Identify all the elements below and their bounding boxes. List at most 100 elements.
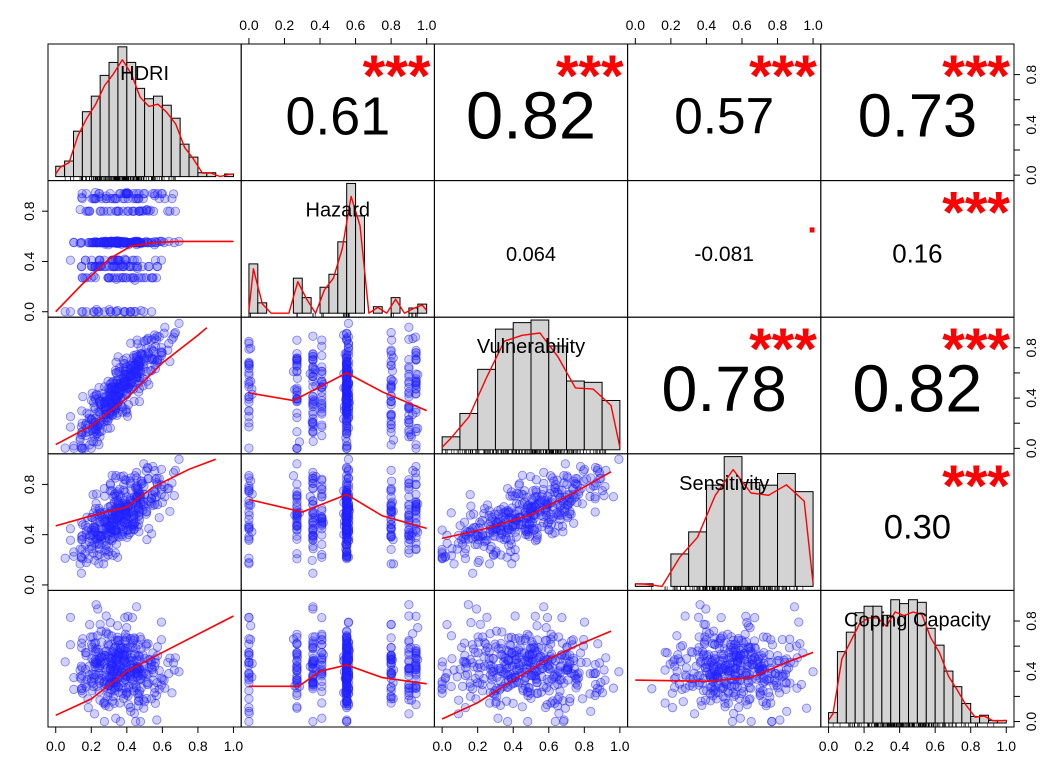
scatter-point [86, 632, 96, 642]
scatter-point [65, 612, 76, 622]
scatter-point [244, 344, 254, 354]
scatter-point [292, 650, 302, 660]
scatter-point [99, 206, 109, 216]
scatter-point [471, 604, 482, 614]
scatter-point [85, 620, 95, 630]
scatter-point [449, 559, 459, 569]
scatter-point [133, 696, 144, 706]
histogram-bar [152, 95, 163, 178]
panel-border [820, 589, 1015, 728]
scatter-point [501, 696, 512, 706]
histogram-bar [881, 614, 892, 724]
scatter-point [156, 673, 166, 683]
scatter-point [693, 612, 704, 622]
scatter-point [404, 655, 414, 665]
scatter-point [386, 328, 396, 338]
axis-tick-label: 0.0 [1023, 712, 1039, 732]
scatter-point [386, 420, 396, 430]
scatter-point [510, 611, 520, 621]
scatter-point [91, 389, 102, 399]
scatter-point [386, 486, 396, 496]
scatter-point [546, 471, 556, 481]
scatter-point [87, 436, 97, 446]
scatter-point [244, 363, 254, 373]
scatter-point [808, 667, 818, 677]
scatter-point [317, 351, 327, 361]
scatter-point [111, 471, 121, 481]
scatter-point [83, 702, 93, 713]
scatter-point [149, 330, 160, 340]
axis-tick-label: 0.6 [732, 17, 752, 33]
scatter-point [550, 680, 560, 690]
scatter-point [65, 535, 76, 545]
scatter-point [150, 698, 161, 708]
scatter-point [386, 633, 396, 643]
significance-stars: *** [749, 317, 817, 382]
scatter-point [404, 709, 414, 719]
scatter-point [246, 500, 256, 510]
histogram-bar [108, 61, 119, 178]
scatter-point [472, 539, 483, 549]
scatter-point [691, 661, 701, 671]
scatter-point [647, 684, 657, 694]
scatter-point [244, 702, 254, 713]
significance-stars: *** [942, 44, 1010, 109]
axis-tick-label: 0.4 [1023, 388, 1039, 408]
scatter-point [128, 273, 138, 283]
scatter-point [150, 255, 161, 265]
scatter-point [723, 629, 733, 639]
scatter-point [523, 716, 533, 727]
scatter-point [90, 523, 101, 533]
scatter-point [317, 530, 327, 540]
histogram-bar [943, 670, 954, 724]
scatter-point [123, 611, 133, 621]
smooth-line [55, 240, 234, 313]
scatter-point [764, 650, 774, 660]
scatter-point [84, 544, 94, 554]
smooth-line [248, 371, 428, 412]
scatter-point [559, 716, 569, 727]
scatter-point [148, 461, 158, 472]
scatter-point [112, 552, 123, 562]
histogram-bar [459, 412, 479, 451]
scatter-point [118, 273, 128, 283]
scatter-point [560, 459, 570, 469]
scatter-point [309, 508, 319, 518]
scatter-point [459, 517, 470, 527]
scatter-point [292, 531, 302, 541]
scatter-point [506, 525, 516, 535]
scatter-point [308, 371, 318, 382]
scatter-point [244, 418, 254, 428]
scatter-point [500, 659, 510, 669]
scatter-point [532, 621, 542, 631]
significance-stars: *** [749, 44, 817, 109]
scatter-point [99, 716, 110, 727]
scatter-point [465, 489, 475, 500]
scatter-point [537, 495, 547, 505]
scatter-point [460, 548, 470, 558]
scatter-point [481, 639, 491, 649]
scatter-point [342, 635, 352, 646]
scatter-point [565, 509, 575, 519]
scatter-point [506, 546, 516, 557]
scatter-point [147, 307, 157, 317]
scatter-point [75, 672, 85, 682]
histogram-bar [583, 381, 603, 451]
scatter-point [138, 189, 149, 199]
scatter-point [680, 611, 690, 621]
scatter-point [65, 524, 76, 534]
scatter-point [78, 273, 88, 283]
scatter-point [386, 532, 396, 542]
scatter-point [121, 509, 132, 519]
scatter-point [404, 475, 414, 485]
scatter-point [292, 521, 302, 531]
scatter-point [65, 640, 76, 650]
scatter-point [614, 667, 624, 677]
scatter-point [154, 332, 164, 342]
axis-tick-label: 0.2 [82, 738, 102, 754]
scatter-point [165, 206, 175, 216]
scatter-point [386, 642, 396, 653]
scatter-point [317, 420, 327, 430]
